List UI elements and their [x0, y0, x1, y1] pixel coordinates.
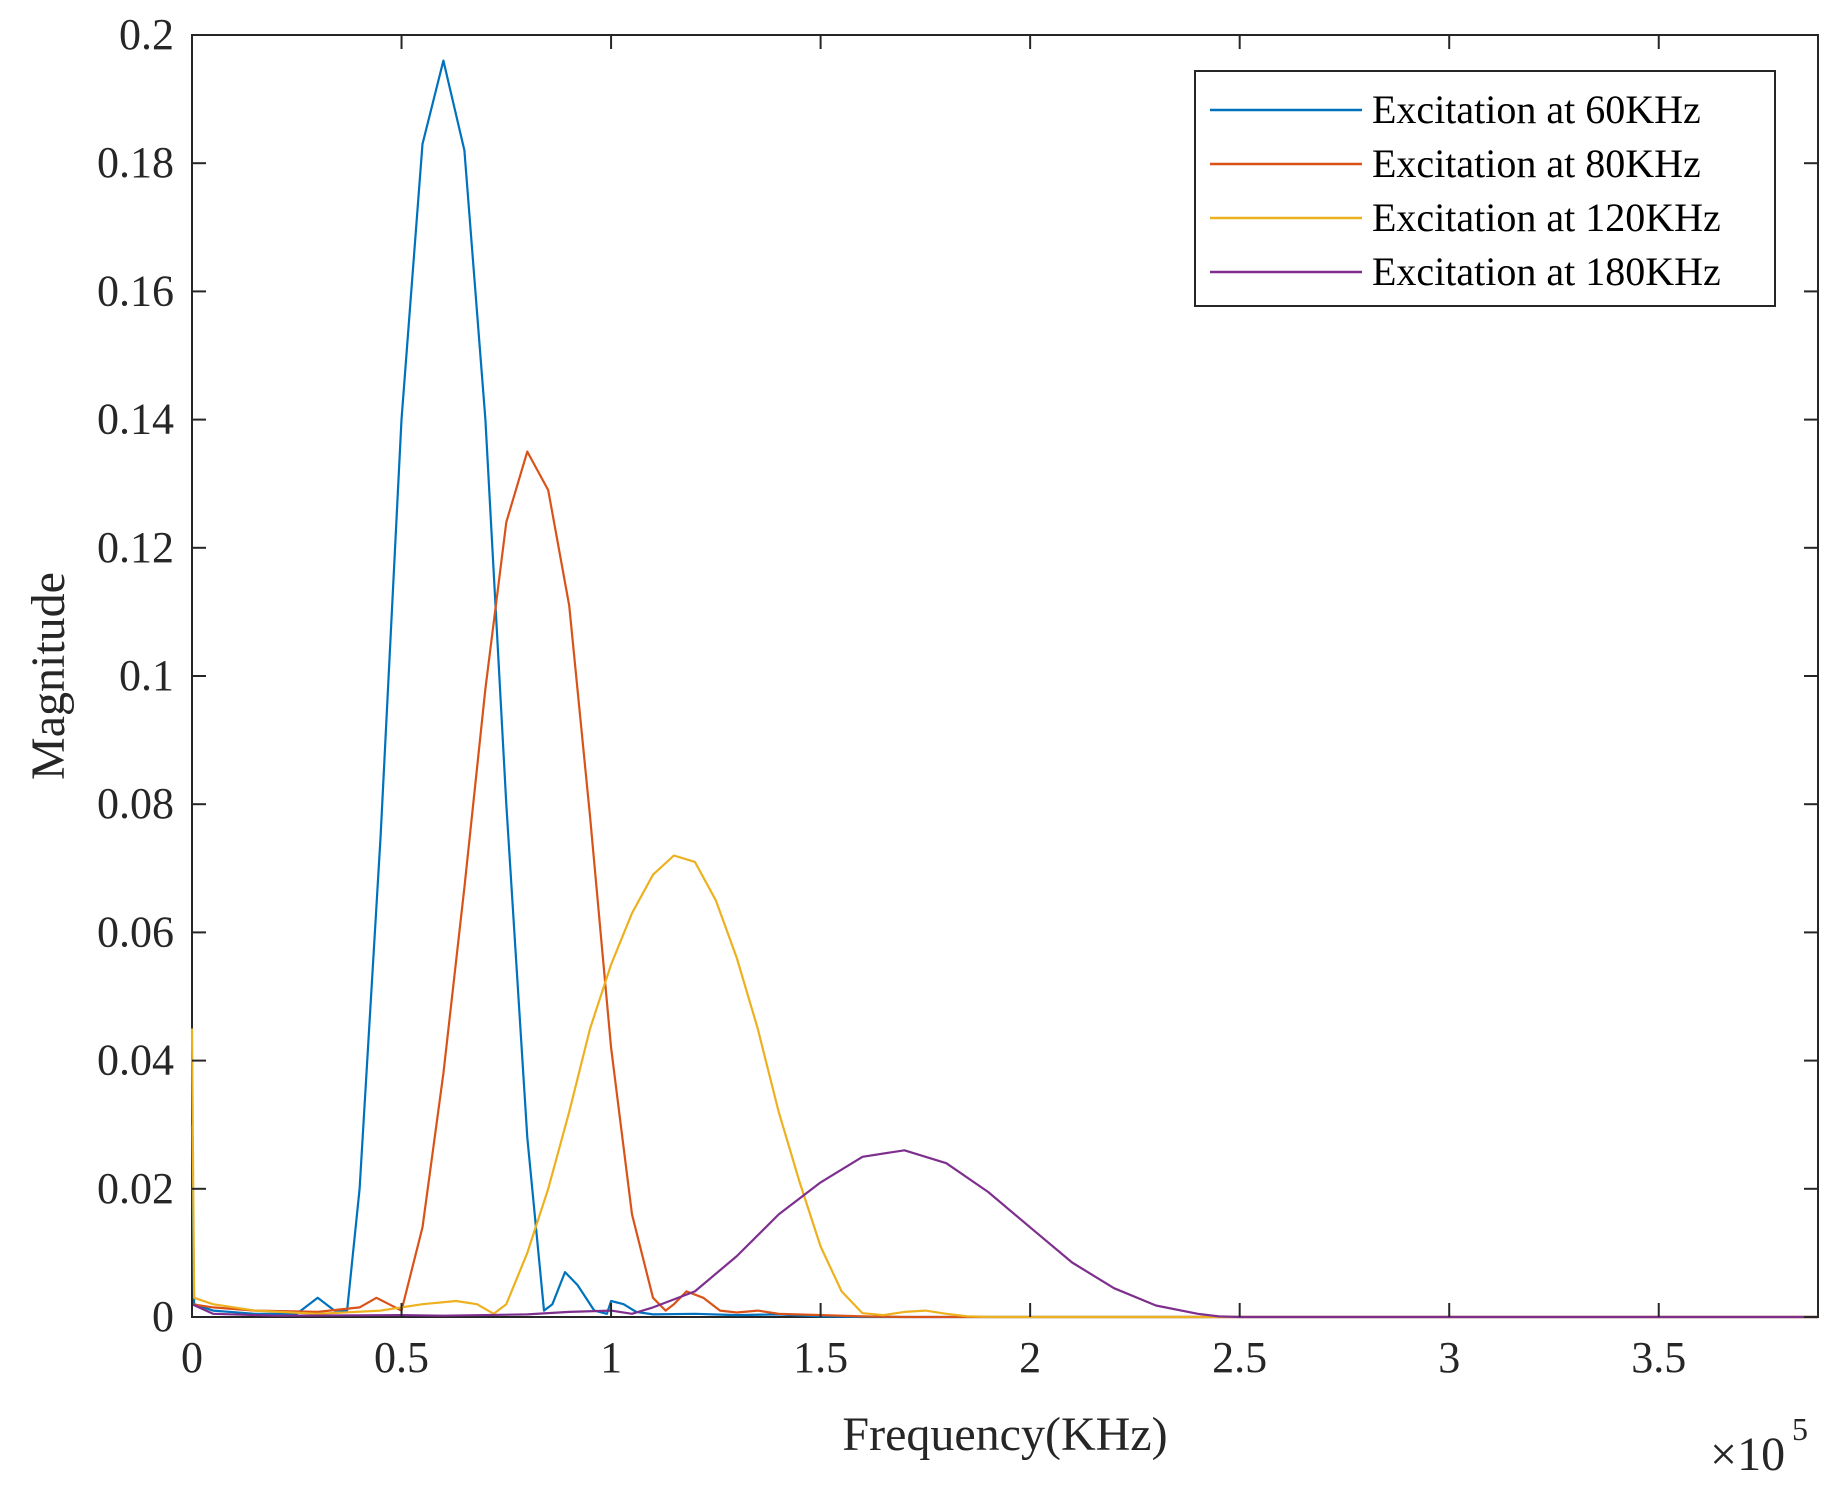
x-tick-label: 0.5: [374, 1333, 429, 1382]
y-tick-label: 0.12: [97, 523, 174, 572]
y-tick-label: 0.18: [97, 138, 174, 187]
tick-layer: 0 0.5 1 1.5 2 2.5 3 3.5 0 0.02 0.04 0.06 0.08 0.1 0.12…: [97, 10, 1818, 1382]
y-axis-title: Magnitude: [22, 572, 75, 780]
y-tick-label: 0: [152, 1292, 174, 1341]
y-tick-label: 0.16: [97, 266, 174, 315]
series-line-2: [191, 450, 1818, 1319]
x-tick-label: 3: [1438, 1333, 1460, 1382]
x-axis-exponent-base: ×10: [1710, 1428, 1785, 1481]
x-tick-label: 1: [600, 1333, 622, 1382]
series-line-3: [190, 854, 1818, 1319]
x-axis-exponent-power: 5: [1792, 1411, 1808, 1447]
series-layer: [190, 59, 1818, 1319]
y-tick-label: 0.06: [97, 907, 174, 956]
legend: Excitation at 60KHz Excitation at 80KHz Ex…: [1194, 70, 1776, 307]
x-tick-label: 0: [181, 1333, 203, 1382]
series-line-1: [190, 59, 1818, 1319]
x-axis-title: Frequency(KHz): [842, 1408, 1167, 1461]
y-tick-label: 0.14: [97, 395, 174, 444]
x-tick-label: 2.5: [1212, 1333, 1267, 1382]
y-tick-label: 0.02: [97, 1164, 174, 1213]
x-tick-label: 1.5: [793, 1333, 848, 1382]
y-tick-label: 0.08: [97, 779, 174, 828]
x-tick-label: 2: [1019, 1333, 1041, 1382]
legend-label-3: Excitation at 120KHz: [1372, 195, 1721, 240]
series-line-4: [191, 1149, 1818, 1319]
x-axis-exponent: ×10 5: [1710, 1411, 1808, 1481]
y-tick-label: 0.2: [119, 10, 174, 59]
legend-items: Excitation at 60KHz Excitation at 80KHz Ex…: [1210, 87, 1721, 294]
y-tick-label: 0.04: [97, 1036, 174, 1085]
y-tick-label: 0.1: [119, 651, 174, 700]
legend-label-2: Excitation at 80KHz: [1372, 141, 1701, 186]
legend-label-4: Excitation at 180KHz: [1372, 249, 1721, 294]
legend-label-1: Excitation at 60KHz: [1372, 87, 1701, 132]
x-tick-label: 3.5: [1631, 1333, 1686, 1382]
